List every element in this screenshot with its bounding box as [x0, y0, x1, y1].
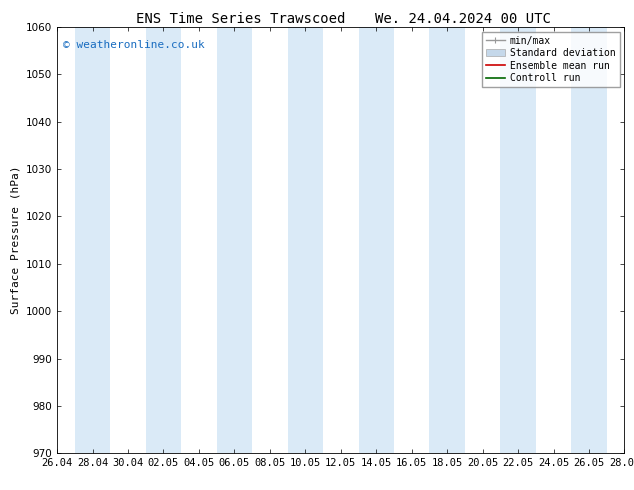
Legend: min/max, Standard deviation, Ensemble mean run, Controll run: min/max, Standard deviation, Ensemble me…	[482, 32, 619, 87]
Bar	[217, 27, 252, 453]
Bar	[75, 27, 110, 453]
Bar	[288, 27, 323, 453]
Bar	[571, 27, 607, 453]
Text: © weatheronline.co.uk: © weatheronline.co.uk	[63, 40, 205, 50]
Bar	[429, 27, 465, 453]
Bar	[146, 27, 181, 453]
Bar	[500, 27, 536, 453]
Y-axis label: Surface Pressure (hPa): Surface Pressure (hPa)	[10, 166, 20, 315]
Text: ENS Time Series Trawscoed: ENS Time Series Trawscoed	[136, 12, 346, 26]
Bar	[358, 27, 394, 453]
Text: We. 24.04.2024 00 UTC: We. 24.04.2024 00 UTC	[375, 12, 551, 26]
